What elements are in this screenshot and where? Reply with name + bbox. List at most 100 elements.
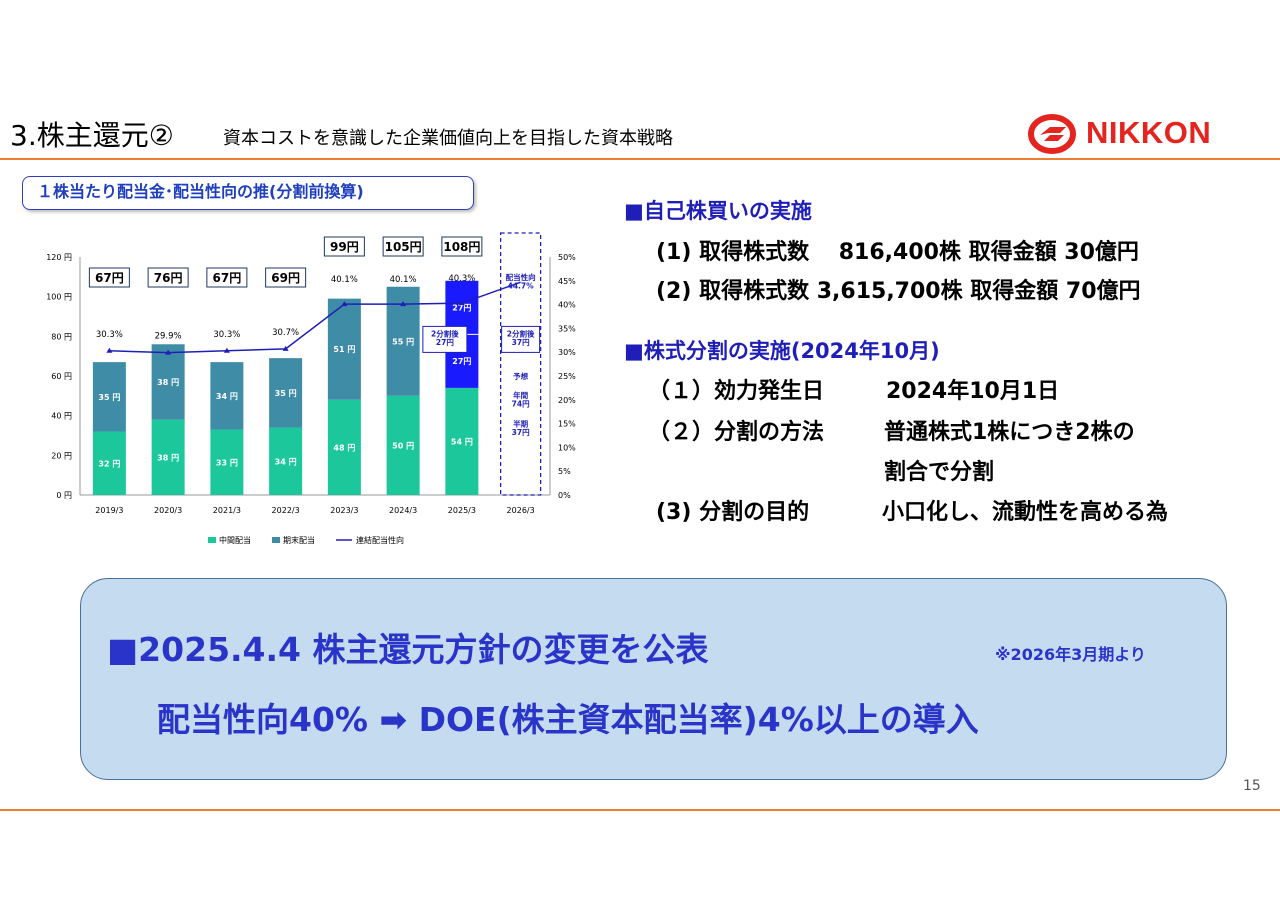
- buyback-heading: ■自己株買いの実施: [624, 199, 812, 223]
- total-label: 99円: [330, 240, 359, 254]
- legend-swatch: [208, 537, 216, 543]
- payout-label: 29.9%: [155, 332, 182, 342]
- bar-interim-label: 33 円: [216, 458, 238, 467]
- split-label-2026: 2分割後 37円: [507, 328, 535, 347]
- y-tick-right-label: 40%: [558, 301, 576, 310]
- total-box: [265, 267, 307, 288]
- bar-final-label: 35 円: [275, 389, 297, 398]
- y-tick-right-label: 35%: [558, 324, 576, 333]
- y-tick-right-label: 45%: [558, 277, 576, 286]
- forecast-payout-label: 配当性向 44.7%: [506, 272, 536, 291]
- policy-headline: ■2025.4.4 株主還元方針の変更を公表: [107, 630, 709, 669]
- y-tick-left-label: 20 円: [51, 451, 72, 460]
- y-tick-left-label: 40 円: [51, 412, 72, 421]
- payout-label: 30.7%: [272, 328, 299, 338]
- nikkon-mark-icon: [1028, 114, 1076, 154]
- forecast-box: [499, 232, 542, 496]
- y-tick-right-label: 10%: [558, 443, 576, 452]
- bar-final-label: 34 円: [216, 392, 238, 401]
- forecast-half-label: 半期 37円: [512, 419, 530, 438]
- payout-point: [106, 347, 113, 353]
- bar-final: [269, 358, 303, 428]
- total-box: [88, 267, 130, 288]
- x-tick-label: 2024/3: [389, 506, 417, 515]
- bar-final-label: 55 円: [392, 337, 414, 346]
- bar-final-label: 51 円: [333, 345, 355, 354]
- payout-label: 40.1%: [331, 275, 358, 285]
- split-label-2025: 2分割後 27円: [431, 328, 459, 347]
- bar-interim: [210, 429, 244, 495]
- y-tick-left-label: 100 円: [46, 293, 72, 302]
- payout-label: 40.1%: [390, 275, 417, 285]
- bar-interim-label: 38 円: [157, 453, 179, 462]
- y-tick-left-label: 80 円: [51, 332, 72, 341]
- x-tick-label: 2021/3: [213, 506, 241, 515]
- split-value-2: 普通株式1株につき2株の: [884, 420, 1135, 445]
- total-label: 67円: [213, 271, 242, 285]
- bar-final: [151, 344, 185, 420]
- forecast-annual-label: 年間 74円: [512, 390, 530, 409]
- x-tick-label: 2022/3: [272, 506, 300, 515]
- payout-line: [109, 281, 521, 354]
- bar-interim: [269, 427, 303, 495]
- dividend-chart: 0 円 20 円 40 円 60 円 80 円 100 円 120 円 0% 5% 10% 15% 2…: [46, 232, 576, 545]
- bar-final: [327, 298, 361, 400]
- x-tick-label: 2026/3: [507, 506, 535, 515]
- y-tick-right-label: 25%: [558, 372, 576, 381]
- split-label-2: （２）分割の方法: [648, 420, 825, 445]
- payout-point: [223, 347, 230, 353]
- y-tick-right-label: 20%: [558, 396, 576, 405]
- legend-label: 期末配当: [283, 535, 315, 545]
- y-tick-left-label: 120 円: [46, 253, 72, 262]
- y-tick-right-label: 5%: [558, 467, 571, 476]
- y-tick-left-label: 60 円: [51, 372, 72, 381]
- x-tick-label: 2023/3: [330, 506, 358, 515]
- policy-change: 配当性向40% ➡ DOE(株主資本配当率)4%以上の導入: [157, 700, 979, 739]
- split-box-2025: [422, 325, 468, 353]
- total-label: 108円: [443, 240, 480, 254]
- bar-interim-label: 50 円: [392, 441, 414, 450]
- x-tick-label: 2019/3: [95, 506, 123, 515]
- bar-interim: [386, 395, 420, 495]
- policy-note: ※2026年3月期より: [995, 645, 1146, 664]
- total-box: [382, 236, 424, 257]
- forecast-label: 予想: [513, 371, 528, 381]
- bar-interim-label: 32 円: [98, 459, 120, 468]
- split-label-1: （１）効力発生日: [648, 379, 825, 404]
- split-heading: ■株式分割の実施(2024年10月): [624, 339, 940, 363]
- buyback-line-2: (2) 取得株式数 3,615,700株 取得金額 70億円: [656, 279, 1141, 304]
- page-title: 3.株主還元②: [10, 119, 174, 152]
- bar-final-label: 38 円: [157, 378, 179, 387]
- legend-swatch: [272, 537, 280, 543]
- bar-interim-label: 54 円: [451, 437, 473, 446]
- page-subtitle: 資本コストを意識した企業価値向上を目指した資本戦略: [223, 128, 673, 149]
- legend-label: 連結配当性向: [356, 535, 404, 545]
- bar-interim: [151, 419, 185, 495]
- x-tick-label: 2025/3: [448, 506, 476, 515]
- split-box-2026: [501, 325, 541, 353]
- bar-final: [210, 362, 244, 430]
- bar-interim-label: 34 円: [275, 457, 297, 466]
- total-label: 105円: [385, 240, 422, 254]
- split-value-3: 小口化し、流動性を高める為: [882, 500, 1169, 525]
- bar-interim: [327, 399, 361, 495]
- payout-point: [341, 301, 348, 307]
- payout-label: 40.3%: [448, 274, 475, 284]
- highlight-lower-label: 27円: [452, 357, 471, 366]
- bar-interim-label: 48 円: [333, 443, 355, 452]
- policy-box: ■2025.4.4 株主還元方針の変更を公表 ※2026年3月期より 配当性向4…: [80, 578, 1227, 780]
- highlight-upper-label: 27円: [452, 304, 471, 313]
- page-number: 15: [1243, 778, 1261, 794]
- payout-point: [165, 349, 172, 355]
- total-label: 67円: [95, 271, 124, 285]
- total-box: [147, 267, 189, 288]
- total-label: 76円: [154, 271, 183, 285]
- buyback-line-1: (1) 取得株式数 816,400株 取得金額 30億円: [656, 240, 1139, 265]
- chart-title: １株当たり配当金･配当性向の推(分割前換算): [22, 176, 474, 210]
- header-rule: [0, 158, 1280, 160]
- x-tick-label: 2020/3: [154, 506, 182, 515]
- y-tick-left-label: 0 円: [56, 491, 72, 500]
- y-tick-right-label: 30%: [558, 348, 576, 357]
- payout-label: 30.3%: [213, 330, 240, 340]
- logo-text: NIKKON: [1086, 115, 1212, 150]
